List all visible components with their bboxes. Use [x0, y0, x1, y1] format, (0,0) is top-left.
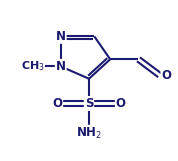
Text: N: N [56, 60, 66, 73]
Text: O: O [161, 69, 171, 82]
Text: N: N [56, 30, 66, 43]
Text: S: S [85, 97, 93, 110]
Text: O: O [116, 97, 126, 110]
Text: O: O [52, 97, 62, 110]
Text: NH$_2$: NH$_2$ [76, 126, 102, 141]
Text: CH$_3$: CH$_3$ [21, 59, 44, 73]
